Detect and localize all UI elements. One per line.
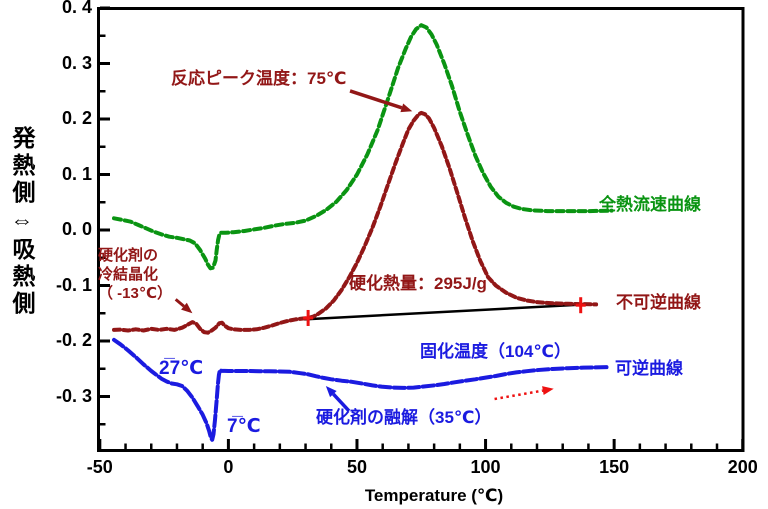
curve-0 — [112, 23, 614, 271]
y-tick-label: 0. 2 — [61, 108, 92, 128]
x-tick-label: 0 — [223, 457, 234, 477]
curve-2 — [112, 337, 611, 442]
y-tick-label: 0. 1 — [61, 163, 92, 184]
y-tick-label: 0. 0 — [61, 219, 92, 239]
minus-7c-label: 7̅℃ — [227, 416, 261, 437]
melting-arrow — [332, 392, 351, 413]
solidification-label: 固化温度（104℃） — [420, 342, 571, 361]
heating-direction-arrow — [494, 389, 544, 401]
x-tick-label: 200 — [727, 457, 758, 477]
cold-crystallization-line2: 冷結晶化 — [98, 266, 159, 283]
y-tick-label: -0. 3 — [55, 385, 92, 406]
y-tick-label: -0. 2 — [55, 330, 92, 350]
total-heat-flow-curve-label: 全熱流速曲線 — [599, 195, 701, 214]
y-tick-label: 0. 3 — [61, 52, 92, 73]
x-tick-label: -50 — [86, 457, 113, 477]
cold-crystallization-line1: 硬化剤の — [98, 247, 159, 264]
cold-crystallization-arrow — [174, 298, 185, 308]
cold-crystallization-arrow-head — [181, 302, 193, 314]
x-tick-label: 150 — [599, 457, 630, 477]
plot-border — [97, 7, 745, 452]
baseline — [304, 303, 586, 321]
melting-label: 硬化剤の融解（35℃） — [316, 408, 492, 427]
curing-heat-label: 硬化熱量：295J/g — [349, 274, 487, 293]
cold-crystallization-line3: （ -13℃） — [98, 285, 173, 302]
y-tick-label: 0. 4 — [61, 0, 92, 17]
irreversible-curve-label: 不可逆曲線 — [616, 293, 701, 312]
y-tick-label: -0. 1 — [55, 274, 92, 295]
minus-27c-label: 2̅7℃ — [159, 358, 204, 379]
cold-crystallization-label: 硬化剤の 冷結晶化 （ -13℃） — [98, 246, 172, 303]
reaction-peak-arrow — [349, 89, 403, 110]
heating-direction-arrow-head — [542, 386, 554, 396]
x-axis-title: Temperature (℃) — [364, 486, 504, 505]
reversible-curve-label: 可逆曲線 — [615, 359, 683, 378]
melting-arrow-head — [325, 385, 337, 398]
reaction-peak-arrow-head — [400, 103, 413, 113]
curve-1 — [112, 110, 599, 335]
x-tick-label: 100 — [470, 457, 501, 477]
reaction-peak-label: 反応ピーク温度：75℃ — [171, 69, 347, 88]
y-axis-label: 発熱側⇔吸熱側 — [9, 126, 35, 318]
x-tick-label: 50 — [346, 457, 367, 477]
